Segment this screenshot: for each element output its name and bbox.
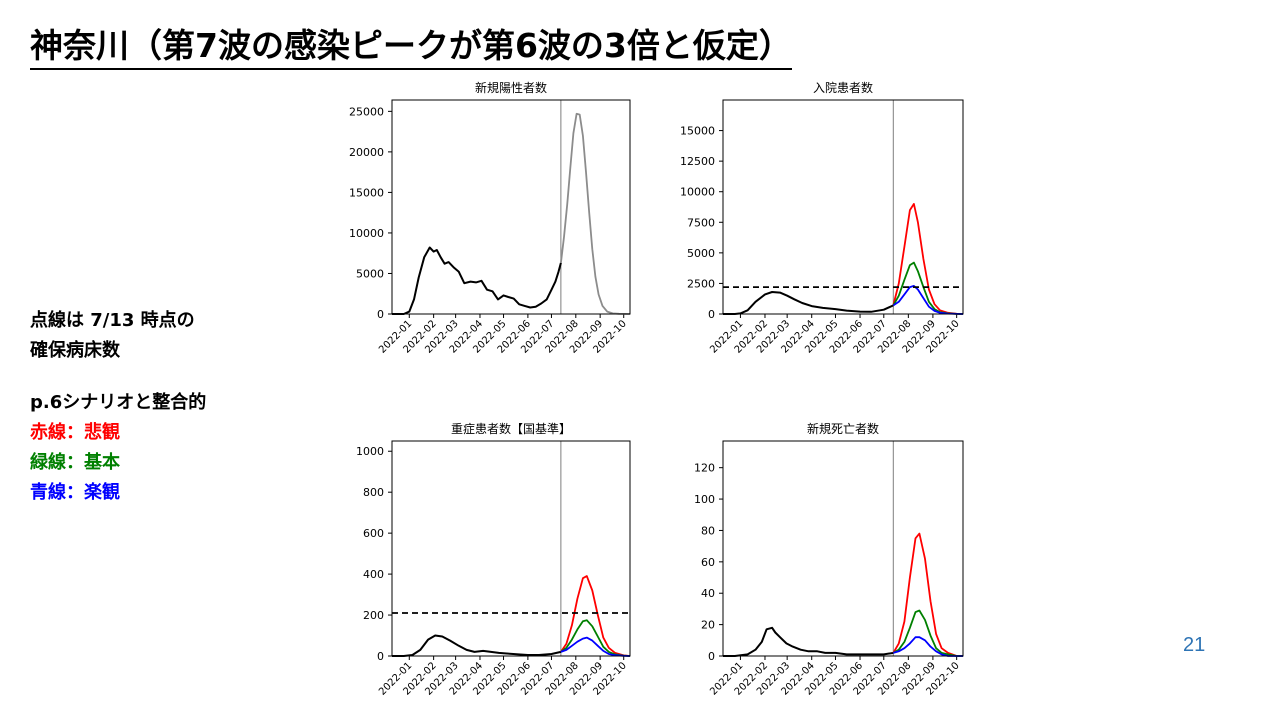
y-tick-label: 400 bbox=[363, 568, 384, 581]
legend-pessimistic: 赤線：悲観 bbox=[30, 422, 120, 443]
series-line-forecast bbox=[560, 112, 631, 315]
series-line-observed bbox=[392, 634, 562, 657]
y-tick-label: 15000 bbox=[680, 125, 715, 138]
chart-title: 新規死亡者数 bbox=[807, 421, 879, 436]
chart-title: 新規陽性者数 bbox=[475, 80, 547, 95]
y-tick-label: 60 bbox=[701, 556, 715, 569]
plot-frame bbox=[722, 99, 964, 315]
y-tick-label: 0 bbox=[377, 650, 384, 663]
y-tick-label: 600 bbox=[363, 527, 384, 540]
y-tick-label: 0 bbox=[708, 308, 715, 321]
chart-panel-2: 入院患者数02500500075001000012500150002022-01… bbox=[680, 80, 964, 356]
series-line-pessimistic bbox=[560, 575, 631, 657]
y-tick-label: 7500 bbox=[687, 216, 715, 229]
y-tick-label: 10000 bbox=[680, 186, 715, 199]
chart-panel-1: 新規陽性者数05000100001500020000250002022-0120… bbox=[349, 80, 631, 356]
y-tick-label: 0 bbox=[377, 308, 384, 321]
chart-panel-3: 重症患者数【国基準】020040060080010002022-012022-0… bbox=[356, 421, 631, 698]
slide-title: 神奈川（第7波の感染ピークが第6波の3倍と仮定） bbox=[30, 24, 792, 70]
series-line-optimistic bbox=[893, 636, 963, 657]
chart-panel-4: 新規死亡者数0204060801001202022-012022-022022-… bbox=[694, 421, 964, 698]
page-number: 21 bbox=[1183, 634, 1206, 656]
y-tick-label: 12500 bbox=[680, 155, 715, 168]
plot-frame bbox=[391, 440, 631, 657]
series-line-optimistic bbox=[560, 636, 631, 657]
y-tick-label: 1000 bbox=[356, 445, 384, 458]
dotted-line-note: 点線は 7/13 時点の 確保病床数 bbox=[30, 306, 195, 366]
y-tick-label: 800 bbox=[363, 486, 384, 499]
y-tick-label: 80 bbox=[701, 524, 715, 537]
series-line-base bbox=[892, 609, 963, 657]
series-line-observed bbox=[392, 246, 562, 315]
y-tick-label: 40 bbox=[701, 587, 715, 600]
series-line-observed bbox=[723, 291, 894, 315]
plot-frame bbox=[391, 99, 631, 315]
plot-frame bbox=[722, 440, 964, 657]
scenario-legend: p.6シナリオと整合的 赤線：悲観 緑線：基本 青線：楽観 bbox=[30, 388, 206, 508]
y-tick-label: 2500 bbox=[687, 277, 715, 290]
y-tick-label: 5000 bbox=[356, 267, 384, 280]
y-tick-label: 20 bbox=[701, 619, 715, 632]
y-tick-label: 25000 bbox=[349, 105, 384, 118]
legend-base: 緑線：基本 bbox=[30, 452, 120, 473]
chart-title: 重症患者数【国基準】 bbox=[451, 421, 571, 436]
chart-title: 入院患者数 bbox=[813, 80, 873, 95]
y-tick-label: 100 bbox=[694, 493, 715, 506]
y-tick-label: 0 bbox=[708, 650, 715, 663]
dotted-line-note-line2: 確保病床数 bbox=[30, 340, 120, 361]
series-line-pessimistic bbox=[892, 532, 963, 657]
y-tick-label: 5000 bbox=[687, 247, 715, 260]
consistency-note: p.6シナリオと整合的 bbox=[30, 392, 207, 413]
legend-optimistic: 青線：楽観 bbox=[30, 482, 120, 503]
dotted-line-note-line1: 点線は 7/13 時点の bbox=[30, 310, 195, 331]
y-tick-label: 10000 bbox=[349, 227, 384, 240]
y-tick-label: 20000 bbox=[349, 146, 384, 159]
y-tick-label: 120 bbox=[694, 462, 715, 475]
y-tick-label: 15000 bbox=[349, 186, 384, 199]
series-line-observed bbox=[723, 626, 894, 657]
y-tick-label: 200 bbox=[363, 609, 384, 622]
